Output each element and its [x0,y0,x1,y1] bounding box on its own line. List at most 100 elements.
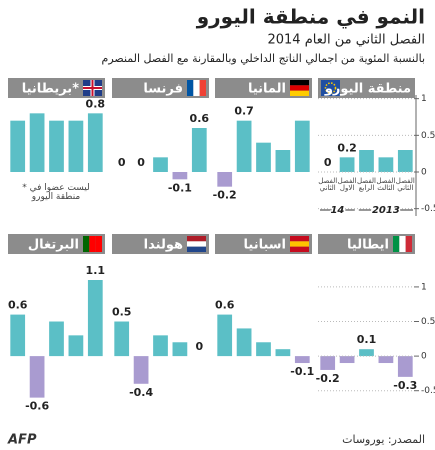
panel-header [215,78,312,98]
value-label: -0.6 [25,400,49,413]
bar [359,150,374,172]
year-label: 2013 [372,205,400,216]
bar [236,120,252,172]
bar [29,113,45,172]
bar [10,120,26,172]
value-label: -0.2 [316,372,340,385]
y-tick-label: 0 [421,352,427,362]
flag [83,236,90,252]
value-label: -0.1 [168,181,192,194]
panel-header [8,234,105,254]
bar [49,120,64,172]
flag [199,80,206,96]
flag [290,241,309,247]
flag [95,236,102,252]
flag [89,236,96,252]
bar [378,157,394,172]
bar [236,328,252,357]
bar [359,349,374,357]
x-tick-label: الفصل الاول [337,177,357,193]
flag [399,236,406,252]
flag [187,241,206,247]
panel-title: ايطاليا [347,238,389,253]
bar [172,342,188,357]
flag [393,236,400,252]
value-label: 1.1 [86,264,106,277]
value-label: 0 [137,156,145,169]
value-label: 0.6 [8,299,28,312]
bar [172,172,188,180]
title: النمو في منطقة اليورو [196,5,425,30]
flag [187,246,206,252]
panel-header [318,234,415,254]
panel-header [112,78,209,98]
bar [68,335,84,357]
flag [187,236,206,242]
x-tick-label: الفصل الرابع [356,177,376,193]
bar [133,356,149,384]
flag [290,85,309,91]
bar [256,142,271,172]
bar [87,113,103,172]
y-tick-label: 0.5 [421,131,435,141]
x-tick-label: الفصل الثاني [395,177,415,193]
value-label: 0.5 [112,306,132,319]
bar [29,356,45,398]
bar [191,128,207,172]
flag [290,80,309,86]
flag-stars [324,82,337,94]
flag [405,236,412,252]
flag [290,246,309,252]
panel-title: منطقة اليورو [324,82,411,97]
bar [87,280,103,357]
bar [339,356,355,364]
value-label: -0.4 [129,386,153,399]
bar [275,150,291,172]
y-tick-label: 0.5 [421,317,435,327]
bar [294,356,310,364]
agency: AFP [7,433,37,448]
value-label: 0 [118,156,126,169]
bar [68,120,84,172]
y-tick-label: 1 [421,282,427,292]
flag [321,80,340,96]
value-label: 0.6 [215,299,235,312]
panel-title: اسبانيا [244,238,287,253]
bar [217,314,233,357]
value-label: 0 [324,156,332,169]
y-tick-label: -0.5 [421,386,435,396]
flag [187,80,194,96]
panel-header [318,78,415,98]
bar [217,172,233,187]
panel-header [112,234,209,254]
year-label: 14 [330,205,344,216]
flag [290,236,309,242]
y-tick-label: 0 [421,168,427,178]
value-label: 0.2 [337,141,357,154]
bar [378,356,394,364]
panel-title: بريطانيا* [22,82,79,97]
bar [153,335,168,357]
value-label: -0.3 [393,379,417,392]
x-tick-label: الفصل الثاني [318,177,338,193]
y-tick-label: -0.5 [421,204,435,214]
panel-header [215,234,312,254]
description: بالنسبة المئوية من اجمالي الناتج الداخلي… [102,52,425,65]
bar [153,157,168,172]
bar [49,321,64,357]
panel-header [8,78,105,98]
value-label: 0 [195,340,203,353]
panel-title: هولندا [144,238,183,253]
value-label: -0.2 [213,189,237,202]
bar [339,157,355,172]
bar [256,342,271,357]
value-label: 0.8 [86,97,106,110]
panel-title: المانيا [248,82,286,97]
flag [193,80,200,96]
value-label: 0.1 [357,333,377,346]
source: المصدر: يوروسات [342,433,425,446]
flag [290,90,309,96]
bar [275,349,291,357]
